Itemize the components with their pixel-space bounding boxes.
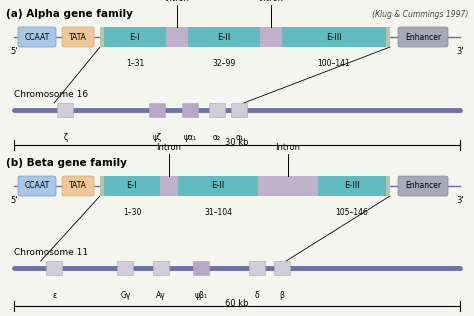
FancyBboxPatch shape	[62, 27, 94, 47]
Text: β: β	[279, 291, 284, 300]
Text: E-III: E-III	[326, 33, 342, 41]
Text: Chromosome 16: Chromosome 16	[14, 90, 88, 99]
Bar	[318, 176, 386, 196]
Text: Enhancer: Enhancer	[405, 33, 441, 41]
Bar	[166, 27, 188, 47]
Bar	[188, 27, 260, 47]
Bar	[104, 176, 160, 196]
Text: ζ: ζ	[63, 133, 67, 142]
Text: E-II: E-II	[211, 181, 225, 191]
Text: 32–99: 32–99	[212, 59, 236, 68]
Bar	[182, 103, 198, 117]
Text: 105–146: 105–146	[336, 208, 368, 217]
Text: E-III: E-III	[344, 181, 360, 191]
Bar	[193, 261, 210, 275]
Bar	[100, 176, 390, 196]
Bar	[178, 176, 258, 196]
Text: (b) Beta gene family: (b) Beta gene family	[6, 158, 127, 168]
Text: E-II: E-II	[218, 33, 231, 41]
Text: α₂: α₂	[213, 133, 221, 142]
Bar	[118, 261, 134, 275]
Text: 100–141: 100–141	[318, 59, 350, 68]
Text: CCAAT: CCAAT	[24, 33, 50, 41]
Bar	[231, 103, 247, 117]
Bar	[282, 27, 386, 47]
Bar	[149, 103, 165, 117]
Bar	[153, 261, 169, 275]
Bar	[104, 27, 166, 47]
Bar	[260, 27, 282, 47]
Text: TATA: TATA	[69, 181, 87, 191]
Text: ψα₁: ψα₁	[183, 133, 197, 142]
Text: Intron: Intron	[258, 0, 283, 3]
Text: 1–31: 1–31	[126, 59, 144, 68]
Text: δ: δ	[255, 291, 259, 300]
Bar	[100, 27, 390, 47]
Text: 5': 5'	[10, 47, 18, 56]
Bar	[209, 103, 225, 117]
Text: ψζ: ψζ	[152, 133, 161, 142]
Text: 1–30: 1–30	[123, 208, 141, 217]
Text: Enhancer: Enhancer	[405, 181, 441, 191]
Text: 3': 3'	[456, 196, 464, 205]
Text: 3': 3'	[456, 47, 464, 56]
Bar	[46, 261, 62, 275]
Text: ε: ε	[52, 291, 56, 300]
Text: Intron: Intron	[275, 143, 301, 152]
FancyBboxPatch shape	[18, 27, 56, 47]
Text: Aγ: Aγ	[156, 291, 166, 300]
Text: 5': 5'	[10, 196, 18, 205]
Text: Chromosome 11: Chromosome 11	[14, 248, 88, 257]
FancyBboxPatch shape	[18, 176, 56, 196]
Text: ψβ₁: ψβ₁	[195, 291, 208, 300]
Bar	[160, 176, 178, 196]
Text: (Klug & Cummings 1997): (Klug & Cummings 1997)	[372, 10, 468, 19]
Text: (a) Alpha gene family: (a) Alpha gene family	[6, 9, 133, 19]
Text: CCAAT: CCAAT	[24, 181, 50, 191]
Text: 31–104: 31–104	[204, 208, 232, 217]
Text: E-I: E-I	[129, 33, 140, 41]
Text: 60 kb: 60 kb	[225, 299, 249, 308]
Text: Intron: Intron	[156, 143, 182, 152]
FancyBboxPatch shape	[62, 176, 94, 196]
Text: Gγ: Gγ	[120, 291, 131, 300]
Bar	[57, 103, 73, 117]
FancyBboxPatch shape	[398, 176, 448, 196]
Text: E-I: E-I	[127, 181, 137, 191]
Bar	[249, 261, 265, 275]
Bar	[258, 176, 318, 196]
Text: α₁: α₁	[235, 133, 243, 142]
Bar	[273, 261, 290, 275]
Text: Intron: Intron	[164, 0, 190, 3]
FancyBboxPatch shape	[398, 27, 448, 47]
Text: TATA: TATA	[69, 33, 87, 41]
Text: 30 kb: 30 kb	[225, 138, 249, 147]
